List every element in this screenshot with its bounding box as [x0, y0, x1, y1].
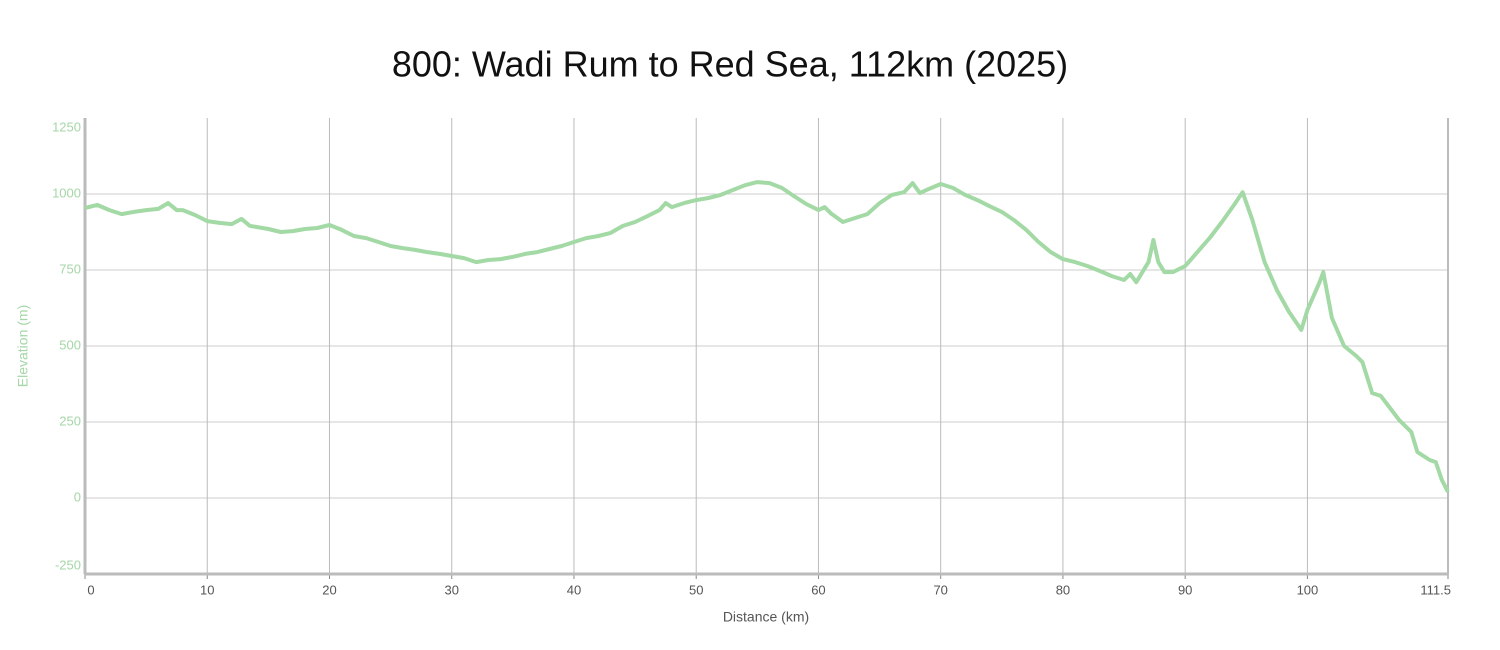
chart-title: 800: Wadi Rum to Red Sea, 112km (2025) [392, 44, 1068, 85]
x-tick-label: 60 [811, 582, 825, 597]
x-tick-label: 111.5 [1420, 582, 1451, 597]
x-tick-label: 70 [933, 582, 947, 597]
elevation-line [84, 180, 1450, 493]
y-tick-label: 0 [74, 489, 81, 504]
y-tick-label: 1000 [52, 185, 81, 200]
y-tick-label: 500 [59, 337, 81, 352]
x-tick-label: 40 [567, 582, 581, 597]
x-tick-label: 50 [689, 582, 703, 597]
x-axis-label: Distance (km) [723, 609, 809, 625]
x-tick-label: 0 [87, 582, 94, 597]
x-tick-label: 100 [1297, 582, 1319, 597]
x-tick-label: 20 [322, 582, 336, 597]
y-tick-label: -250 [55, 557, 81, 572]
y-tick-label: 750 [59, 261, 81, 276]
x-tick-label: 90 [1178, 582, 1192, 597]
x-tick-label: 30 [444, 582, 458, 597]
y-tick-label: 250 [59, 413, 81, 428]
y-axis-label: Elevation (m) [15, 305, 31, 387]
x-tick-label: 80 [1056, 582, 1070, 597]
x-tick-label: 10 [200, 582, 214, 597]
y-tick-label: 1250 [52, 119, 81, 134]
